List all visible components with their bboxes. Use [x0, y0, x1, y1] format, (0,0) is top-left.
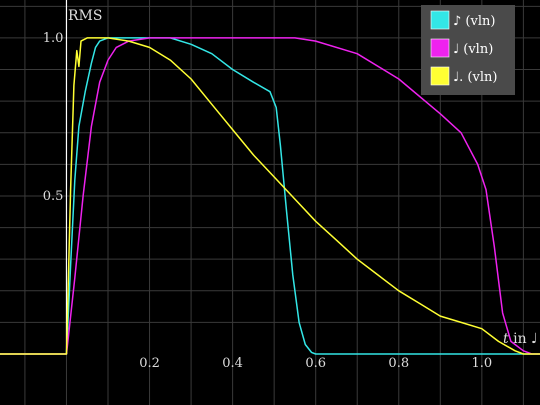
series-lines: [0, 37, 540, 355]
x-axis-title: t in ♩: [503, 331, 538, 347]
y-axis-title: RMS: [68, 8, 102, 24]
x-axis-title-unit: in ♩: [509, 331, 538, 347]
x-tick-label: 0.8: [388, 356, 409, 371]
y-tick-label: 1.0: [43, 31, 64, 46]
series-line-2: [0, 37, 540, 355]
x-tick-labels: 0.2 0.4 0.6 0.8 1.0: [139, 356, 492, 371]
x-tick-label: 0.2: [139, 356, 160, 371]
series-line-3: [0, 37, 540, 355]
legend-label-1: ♪ (vln): [453, 14, 495, 29]
grid-horizontal-lines: [0, 5, 540, 323]
x-tick-label: 1.0: [472, 356, 493, 371]
legend-label-2: ♩ (vln): [453, 42, 493, 57]
y-tick-labels: 0.5 1.0: [43, 31, 64, 204]
y-tick-label: 0.5: [43, 189, 64, 204]
x-tick-label: 0.6: [305, 356, 326, 371]
legend-label-3: ♩. (vln): [453, 70, 497, 85]
legend: ♪ (vln) ♩ (vln) ♩. (vln): [421, 5, 515, 95]
series-line-1: [0, 37, 540, 355]
legend-swatch-2: [430, 38, 450, 58]
x-axis-title-variable: t: [503, 331, 509, 347]
legend-swatch-1: [430, 10, 450, 30]
legend-swatch-3: [430, 66, 450, 86]
x-tick-label: 0.4: [222, 356, 243, 371]
